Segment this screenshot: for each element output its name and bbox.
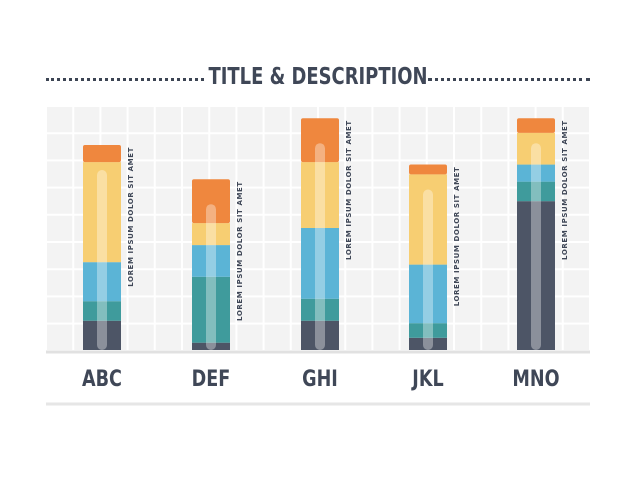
bar-segment <box>192 245 230 277</box>
bar-annotation: LOREM IPSUM DOLOR SIT AMET <box>345 120 353 260</box>
category-label: JKL <box>411 366 444 391</box>
bar-highlight <box>315 143 325 350</box>
bar-segment <box>409 337 447 350</box>
bar-annotation: LOREM IPSUM DOLOR SIT AMET <box>236 181 244 321</box>
bar-segment <box>301 320 339 350</box>
title-divider-right <box>428 78 590 81</box>
bar-segment <box>192 223 230 246</box>
bar-segment <box>409 264 447 324</box>
category-label: ABC <box>82 366 122 391</box>
bar-segment <box>301 298 339 321</box>
bar-annotation: LOREM IPSUM DOLOR SIT AMET <box>127 147 135 287</box>
bar-annotation: LOREM IPSUM DOLOR SIT AMET <box>453 167 461 307</box>
bar-highlight <box>97 170 107 350</box>
bar-segment <box>517 164 555 182</box>
bar-segment <box>517 118 555 133</box>
bar-segment <box>301 228 339 299</box>
category-label: DEF <box>192 366 231 391</box>
bar-highlight <box>206 204 216 350</box>
bar-segment <box>83 320 121 350</box>
bar-segment <box>83 145 121 163</box>
bar-annotation: LOREM IPSUM DOLOR SIT AMET <box>561 120 569 260</box>
bar-segment <box>192 342 230 350</box>
bar-segment <box>83 262 121 302</box>
bar-highlight <box>531 143 541 350</box>
bar-segment <box>83 162 121 263</box>
bar-highlight <box>423 189 433 350</box>
title-divider-left <box>46 78 204 81</box>
chart-title: TITLE & DESCRIPTION <box>208 64 428 90</box>
bar-segment <box>517 132 555 165</box>
bar-segment <box>301 162 339 228</box>
bar-segment <box>409 174 447 265</box>
bar-segment <box>409 164 447 175</box>
bar-segment <box>192 276 230 343</box>
bar-segment <box>192 179 230 224</box>
bar-segment <box>83 301 121 321</box>
category-label: GHI <box>302 366 338 391</box>
bar-segment <box>409 323 447 338</box>
bar-segment <box>301 118 339 163</box>
bar-segment <box>517 181 555 202</box>
title-row: TITLE & DESCRIPTION <box>46 62 590 94</box>
category-label: MNO <box>512 366 559 391</box>
bar-segment <box>517 201 555 350</box>
